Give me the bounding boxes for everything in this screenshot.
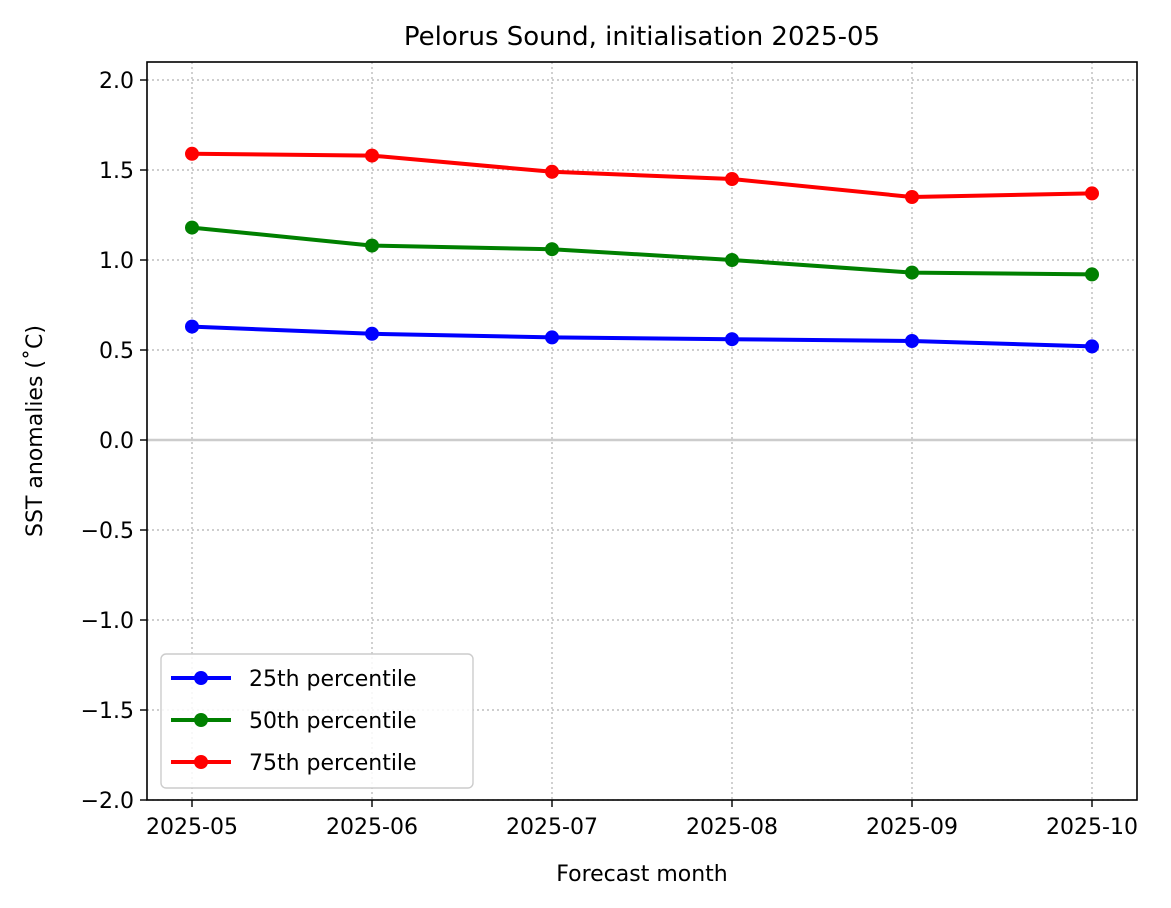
x-tick-label: 2025-09 [866,815,958,840]
legend-label: 25th percentile [249,667,417,692]
data-point [1085,267,1099,282]
series-1 [185,319,1099,354]
data-point [905,190,919,204]
data-point [365,326,379,341]
data-point [1085,186,1099,201]
y-tick-label: 2.0 [99,69,134,94]
y-tick-label: 1.5 [99,159,134,184]
data-point [365,148,379,163]
x-tick-label: 2025-07 [506,815,598,840]
x-tick-label: 2025-08 [686,815,778,840]
data-point [185,220,199,235]
legend: 25th percentile 50th percentile 75th perce… [160,653,474,789]
legend-item: 50th percentile [171,709,417,734]
data-point [185,319,199,334]
series-2 [185,220,1099,282]
x-axis-ticks: 2025-05 2025-06 2025-07 2025-08 2025-09 2025-… [146,800,1138,840]
x-tick-label: 2025-06 [326,815,418,840]
data-point [545,242,559,257]
data-point [545,164,559,179]
y-tick-label: −1.5 [81,699,134,724]
legend-marker [194,713,208,727]
data-point [365,238,379,253]
series-line [191,151,1093,199]
legend-box [160,653,474,789]
x-tick-label: 2025-05 [146,815,238,840]
data-point [1085,339,1099,354]
legend-item: 25th percentile [171,667,417,692]
chart-title: Pelorus Sound, initialisation 2025-05 [404,22,880,52]
plot-area-frame [146,61,1138,801]
y-tick-label: −1.0 [81,609,134,634]
data-point [905,334,919,348]
y-axis-label: SST anomalies (˚C) [23,325,48,537]
y-tick-label: 1.0 [99,249,134,274]
data-point [905,265,919,280]
legend-marker [194,671,208,685]
y-tick-label: 0.0 [99,429,134,454]
series-lines [185,146,1099,354]
series-line [191,225,1093,277]
x-tick-label: 2025-10 [1046,815,1138,840]
legend-marker [194,755,208,769]
data-point [185,146,199,161]
series-3 [185,146,1099,204]
y-tick-label: −0.5 [81,519,134,544]
data-point [725,172,739,186]
legend-label: 75th percentile [249,751,417,776]
y-tick-label: 0.5 [99,339,134,364]
legend-item: 75th percentile [171,751,417,776]
y-tick-label: −2.0 [81,789,134,814]
data-point [545,330,559,345]
y-axis-ticks: −2.0 −1.5 −1.0 −0.5 0.0 0.5 1.0 1.5 2.0 [81,69,147,814]
legend-label: 50th percentile [249,709,417,734]
data-point [725,253,739,267]
series-line [191,324,1093,349]
x-axis-label: Forecast month [556,862,728,887]
data-point [725,332,739,347]
